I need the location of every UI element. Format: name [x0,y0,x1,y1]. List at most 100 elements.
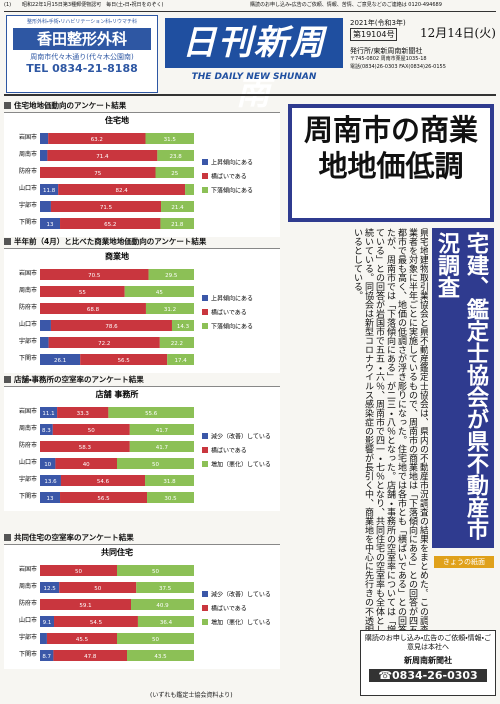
legend-label: 減少（改善）している [211,591,271,599]
bar-segment [54,616,138,627]
value-label: 8.3 [42,428,51,434]
value-label: 11.1 [42,411,54,417]
bar-segment [145,475,194,486]
value-label: 31.8 [163,479,176,485]
category-label: 周南市 [19,150,37,158]
bar-segment [117,565,194,576]
bar-segment [148,269,194,280]
bar-segment [137,616,194,627]
category-label: 宇部市 [19,475,37,483]
bar-segment [80,354,168,365]
bar-segment [40,650,54,661]
value-label: 23.8 [170,154,183,160]
issue: 第19104号 [350,28,398,41]
value-label: 56.5 [97,496,110,502]
bar-segment [147,492,194,503]
bar-segment [171,320,194,331]
legend-label: 上昇傾向にある [211,159,253,167]
bar-segment [47,150,158,161]
category-label: 山口市 [19,458,37,466]
bar-segment [40,218,61,229]
headline: 周南市の商業地地価低調 [288,104,494,222]
bar-segment [40,441,130,452]
page-number: (1) [4,2,12,8]
bar-segment [52,424,130,435]
value-label: 40.9 [156,603,169,609]
legend-label: 横ばいである [211,605,247,613]
bar-segment [157,150,194,161]
legend-label: 増加（悪化）している [211,619,271,627]
masthead-en: THE DAILY NEW SHUNAN [191,72,317,82]
chart-title: 商業地 [105,251,129,261]
bar-segment [40,184,59,195]
bar-segment [40,337,49,348]
value-label: 58.3 [79,445,92,451]
value-label: 13 [47,222,54,228]
bar-segment [117,458,194,469]
bar-segment [40,458,56,469]
bar-segment [131,599,194,610]
value-label: 54.6 [97,479,110,485]
bar-segment [40,565,117,576]
legend-swatch [202,309,208,315]
value-label: 26.1 [54,358,66,364]
legend-swatch [202,605,208,611]
value-label: 10 [44,462,51,468]
legend-label: 下落傾向にある [211,187,253,195]
value-label: 12.5 [44,586,57,592]
subheadline: 宅建、鑑定士協会が県不動産市況調査 [432,228,494,548]
value-label: 21.4 [171,205,184,211]
bar-segment [127,650,194,661]
value-label: 8.7 [42,654,51,660]
bar-segment [60,492,148,503]
value-label: 33.3 [77,411,90,417]
category-label: 周南市 [19,286,37,294]
bar-segment [40,201,51,212]
value-label: 50 [152,637,159,643]
legend-label: 下落傾向にある [211,323,253,331]
ad-tel: TEL 0834-21-8188 [26,62,138,75]
category-label: 防府市 [19,441,37,449]
value-label: 78.6 [105,324,118,330]
bar-segment [124,286,194,297]
category-label: 防府市 [19,167,37,175]
publisher-tel: 電話(0834)26-0303 FAX(0834)26-0155 [350,64,446,70]
value-label: 11.8 [43,188,56,194]
value-label: 30.5 [164,496,177,502]
value-label: 63.2 [91,137,103,143]
bar-segment [40,269,149,280]
bar-segment [40,150,48,161]
bar-segment [40,320,51,331]
category-label: 周南市 [19,424,37,432]
value-label: 50 [152,569,159,575]
notice-company: 新周南新聞社 [404,656,452,665]
bar-segment [129,424,194,435]
category-label: 山口市 [19,616,37,624]
value-label: 50 [152,462,159,468]
today-label: きょうの紙面 [434,556,494,568]
legend-swatch [202,295,208,301]
legend-swatch [202,433,208,439]
bar-segment [57,407,109,418]
footnote: (いずれも鑑定士協会資料より) [150,692,233,699]
value-label: 45 [156,290,163,296]
publisher-address: 〒745-0802 周南市栗屋1035-18 [350,56,427,62]
bar-segment [145,303,194,314]
value-label: 14.3 [177,324,190,330]
section-heading: 半年前（4月）と比べた商業地地価動向のアンケート結果 [4,236,280,249]
legend-label: 減少（改善）している [211,433,271,441]
bar-segment [117,633,194,644]
bar-segment [48,133,146,144]
legend-label: 横ばいである [211,447,247,455]
masthead: 日刊新周南 [165,18,343,113]
postal-note: 昭和22年1月15日第3種郵便物認可 毎日(土・日・祝日をのぞく) [22,2,164,8]
date: 12月14日(火) [420,26,496,40]
bar-segment [108,407,194,418]
value-label: 25 [171,171,178,177]
bar-segment [160,218,194,229]
value-label: 55 [79,290,86,296]
category-label: 下関市 [19,492,37,500]
